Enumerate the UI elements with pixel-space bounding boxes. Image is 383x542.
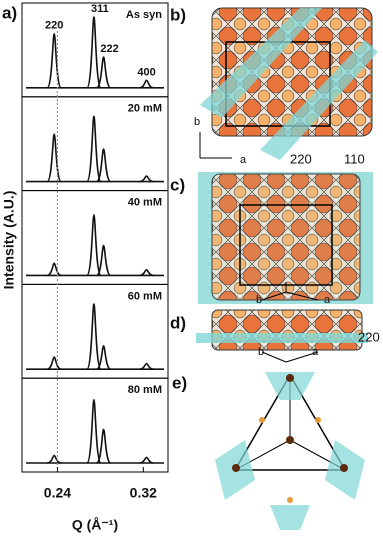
axes (261, 351, 319, 363)
polyhedron (265, 372, 315, 400)
panel-label: e) (172, 373, 187, 392)
peak-label: 220 (45, 20, 63, 32)
panel-label: a) (2, 3, 17, 22)
peak (95, 244, 112, 277)
panel-label: b) (170, 5, 186, 24)
crystal (211, 309, 363, 351)
peak (46, 133, 62, 183)
peak-label: 222 (100, 43, 118, 55)
series-label: 40 mM (128, 197, 162, 209)
series-label: 80 mM (128, 384, 162, 396)
atom (259, 417, 265, 423)
axis-label: b (258, 346, 264, 358)
peak-label: 400 (137, 66, 155, 78)
structure-b (199, 7, 378, 160)
axis-label: b (256, 294, 262, 306)
plane-label: 220 (290, 151, 312, 166)
series-label: 60 mM (128, 290, 162, 302)
axes (199, 132, 232, 159)
structure-e (215, 372, 365, 530)
peak-label: 311 (91, 3, 109, 15)
peak (86, 303, 102, 370)
series-label: As syn (126, 9, 162, 21)
atom (286, 374, 294, 382)
panel-frame (21, 377, 169, 473)
peak (86, 398, 102, 464)
axis-label: a (312, 346, 319, 358)
peak (139, 362, 154, 370)
plane-label: 110 (344, 151, 365, 166)
x-tick-label: 0.32 (130, 485, 157, 501)
peak (46, 356, 62, 370)
axis-label: b (194, 116, 200, 128)
x-tick-label: 0.24 (44, 485, 71, 501)
plane-label: 220 (358, 329, 380, 344)
plane-220 (196, 333, 368, 343)
peak (95, 428, 112, 464)
peak (95, 148, 112, 183)
plane-220 (200, 8, 322, 118)
x-axis-label: Q (Å⁻¹) (72, 517, 118, 533)
y-axis-label: Intensity (A.U.) (1, 191, 17, 290)
peak (139, 456, 154, 464)
peak (46, 262, 62, 277)
peak (139, 175, 154, 183)
peak (47, 454, 62, 464)
peak (139, 79, 154, 89)
atom (315, 417, 321, 423)
plane-110 (260, 40, 378, 160)
atom (287, 497, 293, 503)
polyhedron (270, 505, 310, 530)
peak (139, 269, 154, 277)
axes (261, 282, 319, 301)
axis-label: a (240, 154, 247, 166)
series-label: 20 mM (128, 103, 162, 115)
peak (46, 32, 62, 89)
peak (96, 345, 111, 370)
peak (95, 56, 112, 89)
peak (86, 115, 102, 183)
crystal (211, 173, 361, 301)
atom (232, 464, 240, 472)
structure-c (198, 172, 373, 304)
axis-label: a (324, 294, 331, 306)
atom (340, 464, 348, 472)
structure-d (196, 309, 368, 363)
xrd-plot: 220 311 222 400 As syn 20 mM 40 mM 60 mM 80 mM 0.… (21, 2, 169, 501)
panel-label: c) (170, 175, 185, 194)
atom (286, 436, 294, 444)
panel-label: d) (170, 313, 186, 332)
peak (86, 16, 102, 89)
peak (86, 214, 102, 277)
